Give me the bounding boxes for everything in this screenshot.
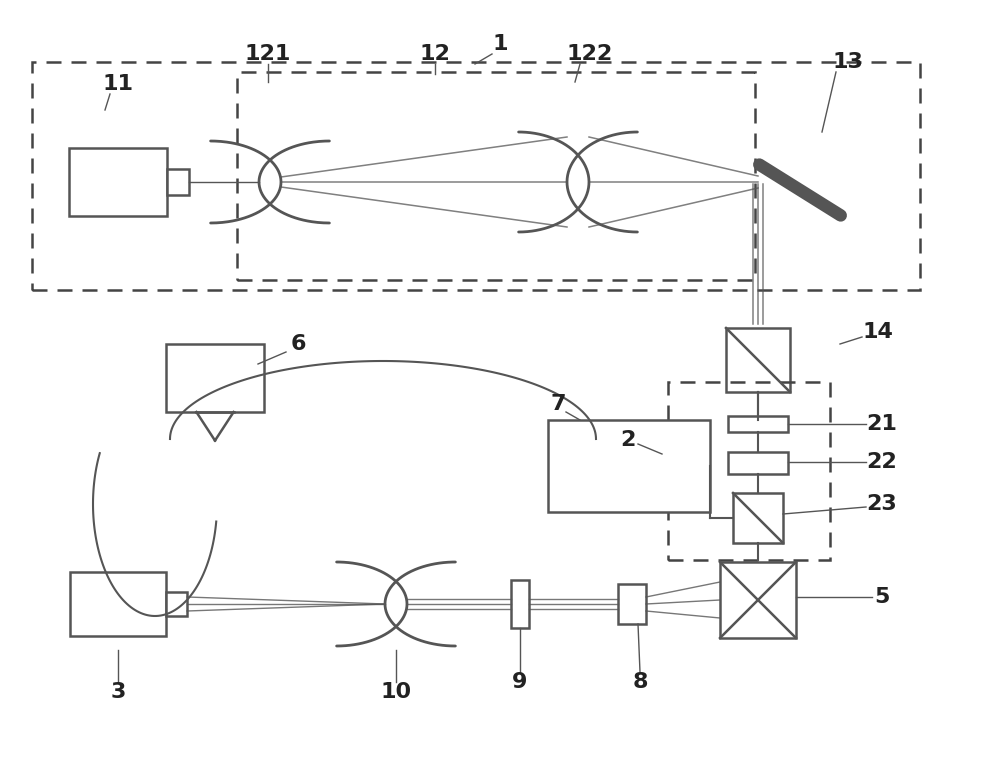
Text: 2: 2 <box>620 430 636 450</box>
Bar <box>69 148 167 216</box>
Text: 10: 10 <box>380 682 412 702</box>
Bar <box>618 584 646 624</box>
Bar <box>728 416 788 432</box>
Text: 13: 13 <box>833 52 863 72</box>
Text: 9: 9 <box>512 672 528 692</box>
Bar <box>726 328 790 392</box>
Bar <box>668 382 830 560</box>
Text: 23: 23 <box>867 494 897 514</box>
Text: 22: 22 <box>867 452 897 472</box>
Bar <box>166 344 264 412</box>
Text: 8: 8 <box>632 672 648 692</box>
Text: 11: 11 <box>103 74 134 94</box>
Bar <box>548 420 710 512</box>
Bar <box>167 169 189 195</box>
Bar <box>728 452 788 474</box>
Text: 12: 12 <box>420 44 450 64</box>
Bar <box>733 493 783 543</box>
Text: 3: 3 <box>110 682 126 702</box>
Bar <box>166 592 187 616</box>
Bar <box>511 580 529 628</box>
Text: 121: 121 <box>245 44 291 64</box>
Text: 122: 122 <box>567 44 613 64</box>
Text: 7: 7 <box>550 394 566 414</box>
Text: 14: 14 <box>863 322 893 342</box>
Text: 21: 21 <box>867 414 897 434</box>
Bar <box>720 562 796 638</box>
Bar <box>237 72 755 280</box>
Bar <box>70 572 166 636</box>
Text: 6: 6 <box>290 334 306 354</box>
Text: 5: 5 <box>874 587 890 607</box>
Text: 1: 1 <box>492 34 508 54</box>
Bar <box>32 62 920 290</box>
